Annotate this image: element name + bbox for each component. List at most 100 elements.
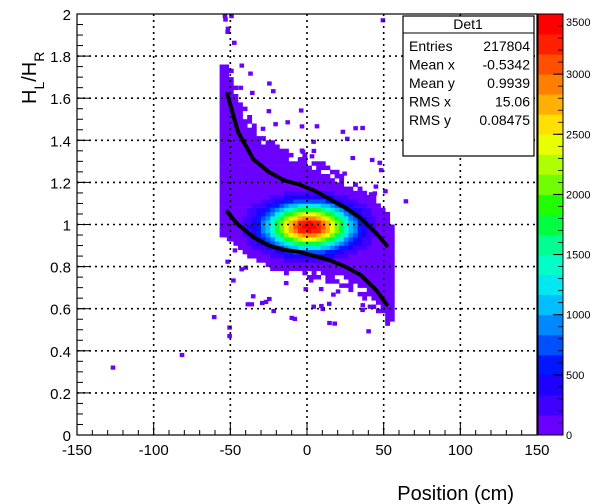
heatmap-cell xyxy=(385,224,391,229)
heatmap-cell xyxy=(343,241,349,246)
heatmap-cell xyxy=(380,275,386,280)
heatmap-cell xyxy=(339,190,345,196)
colorbar-swatch xyxy=(538,254,563,276)
heatmap-cell xyxy=(256,203,262,208)
heatmap-cell xyxy=(219,64,225,69)
heatmap-cell xyxy=(247,182,253,187)
heatmap-cell xyxy=(238,190,243,196)
axis-ticks: -150 -100 -50 0 50 100 150 0 0.2 0.4 0.6 0.8 1 1.2 1.4… xyxy=(50,7,549,459)
heatmap-cell xyxy=(274,157,280,162)
heatmap-cell xyxy=(251,186,257,192)
heatmap-cell xyxy=(228,161,234,166)
heatmap-cell xyxy=(247,216,253,221)
heatmap-cell xyxy=(383,189,388,194)
heatmap-cell xyxy=(242,207,248,213)
heatmap-cell xyxy=(251,245,257,250)
heatmap-cell xyxy=(371,258,377,263)
heatmap-cell xyxy=(270,241,276,246)
heatmap-outlier-cell xyxy=(225,26,231,31)
heatmap-cell xyxy=(219,136,225,141)
heatmap-cell xyxy=(302,237,308,242)
heatmap-cell xyxy=(366,275,372,280)
heatmap-cell xyxy=(307,220,312,225)
heatmap-cell xyxy=(228,81,234,86)
heatmap-cell xyxy=(348,279,354,284)
heatmap-cell xyxy=(293,207,299,213)
heatmap-cell xyxy=(228,127,234,133)
heatmap-cell xyxy=(307,199,312,204)
heatmap-cell xyxy=(288,190,294,196)
heatmap-cell xyxy=(256,186,262,192)
heatmap-cell xyxy=(224,123,230,128)
heatmap-cell xyxy=(274,144,280,149)
heatmap-cell xyxy=(247,228,253,234)
heatmap-cell xyxy=(233,161,239,166)
heatmap-cell xyxy=(228,77,234,82)
heatmap-cell xyxy=(265,144,271,149)
heatmap-cell xyxy=(340,129,346,134)
heatmap-cell xyxy=(297,220,303,225)
heatmap-cell xyxy=(353,237,358,242)
heatmap-cell xyxy=(380,262,386,267)
heatmap-cell xyxy=(219,157,225,162)
heatmap-cell xyxy=(250,294,256,299)
heatmap-cell xyxy=(330,207,335,213)
heatmap-cell xyxy=(311,262,317,267)
heatmap-cell xyxy=(233,131,239,137)
heatmap-cell xyxy=(238,195,243,200)
heatmap-cell xyxy=(385,216,391,221)
heatmap-cell xyxy=(242,182,248,187)
heatmap-cell xyxy=(357,195,363,200)
heatmap-cell xyxy=(228,186,234,192)
heatmap-cell xyxy=(302,245,308,250)
heatmap-cell xyxy=(265,195,271,200)
heatmap-cell xyxy=(385,258,391,263)
heatmap-cell xyxy=(311,182,317,187)
heatmap-cell xyxy=(242,232,248,238)
heatmap-cell xyxy=(279,190,285,196)
heatmap-cell xyxy=(385,317,391,322)
heatmap-cell xyxy=(261,216,266,221)
heatmap-cell xyxy=(320,306,326,312)
heatmap-cell xyxy=(247,199,253,204)
heatmap-cell xyxy=(284,152,289,158)
heatmap-cell xyxy=(302,174,308,179)
heatmap-cell xyxy=(371,241,377,246)
heatmap-cell xyxy=(256,182,262,187)
heatmap-cell xyxy=(371,207,377,213)
heatmap-cell xyxy=(219,144,225,149)
heatmap-cell xyxy=(270,144,276,149)
y-tick-label: 1.8 xyxy=(50,49,71,66)
heatmap-cell xyxy=(242,195,248,200)
heatmap-cell xyxy=(366,291,372,297)
heatmap-cell xyxy=(293,241,299,246)
heatmap-cell xyxy=(256,224,262,229)
heatmap-cell xyxy=(343,262,349,267)
heatmap-cell xyxy=(311,249,317,255)
heatmap-cell xyxy=(380,304,386,309)
heatmap-cell xyxy=(366,254,372,259)
heatmap-cell xyxy=(279,211,285,217)
heatmap-cell xyxy=(265,245,271,250)
colorbar-tick-label: 0 xyxy=(566,430,572,442)
heatmap-cell xyxy=(224,127,230,133)
heatmap-cell xyxy=(267,296,272,302)
heatmap-cell xyxy=(302,195,308,200)
heatmap-cell xyxy=(238,148,243,154)
heatmap-cell xyxy=(307,211,312,217)
heatmap-cell xyxy=(225,29,230,34)
heatmap-cell xyxy=(224,216,230,221)
grid-lines xyxy=(77,14,537,435)
heatmap-cell xyxy=(261,157,266,162)
heatmap-cell xyxy=(348,283,354,288)
x-axis-label: Position (cm) xyxy=(397,483,514,504)
heatmap-cell xyxy=(242,199,248,204)
heatmap-cell xyxy=(343,270,349,276)
heatmap-cell xyxy=(320,216,326,221)
heatmap-cell xyxy=(343,224,349,229)
heatmap-cell xyxy=(348,195,354,200)
heatmap-cell xyxy=(251,224,257,229)
colorbar-frame xyxy=(537,13,564,436)
heatmap-cell xyxy=(219,77,225,82)
heatmap-cell xyxy=(339,224,345,229)
